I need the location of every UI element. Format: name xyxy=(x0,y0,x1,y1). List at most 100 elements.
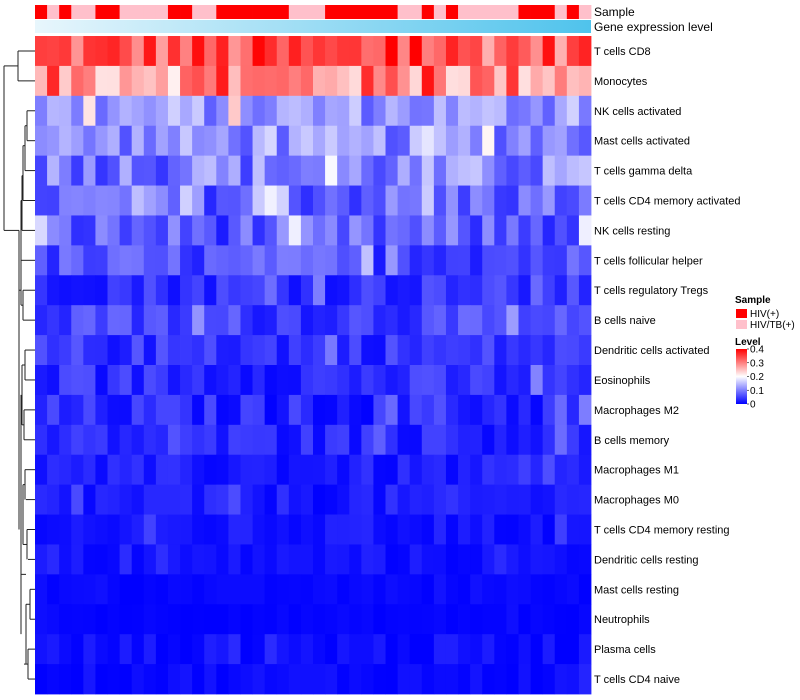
heatmap-cell xyxy=(216,305,229,336)
heatmap-cell xyxy=(35,544,48,575)
heatmap-cell xyxy=(71,155,84,186)
heatmap-cell xyxy=(216,185,229,216)
heatmap-cell xyxy=(300,155,314,186)
heatmap-cell xyxy=(397,514,411,545)
heatmap-cell xyxy=(228,664,241,695)
heatmap-cell xyxy=(373,634,386,665)
heatmap-cell xyxy=(542,604,556,635)
heatmap-cell xyxy=(458,634,471,665)
heatmap-cell xyxy=(119,305,133,336)
sample-annotation-cell xyxy=(71,5,84,19)
sample-annotation-strip xyxy=(35,5,592,19)
heatmap-cell xyxy=(35,305,48,336)
heatmap-cell xyxy=(494,335,507,366)
heatmap-cell xyxy=(470,454,483,486)
heatmap-cell xyxy=(337,365,350,396)
heatmap-cell xyxy=(373,604,386,635)
heatmap-cell xyxy=(361,36,374,67)
heatmap-cell xyxy=(35,574,48,605)
heatmap-cell xyxy=(288,664,302,695)
heatmap-cell xyxy=(71,245,84,276)
heatmap-cell xyxy=(228,95,241,127)
heatmap-cell xyxy=(216,544,229,575)
heatmap-cell xyxy=(47,574,60,605)
sample-annotation-cell xyxy=(397,5,411,19)
heatmap-cell xyxy=(167,245,181,276)
heatmap-cell xyxy=(482,305,495,336)
heatmap-cell xyxy=(180,365,193,396)
heatmap-cell xyxy=(421,275,435,306)
heatmap-cell xyxy=(337,185,350,216)
heatmap-cell xyxy=(252,394,266,426)
heatmap-cell xyxy=(349,95,362,127)
heatmap-cell xyxy=(445,36,459,67)
heatmap-cell xyxy=(155,215,169,246)
heatmap-cell xyxy=(216,335,229,366)
heatmap-cell xyxy=(458,36,471,67)
heatmap-cell xyxy=(252,95,266,127)
heatmap-cell xyxy=(143,305,157,336)
heatmap-cell xyxy=(397,424,411,456)
heatmap-cell xyxy=(107,155,121,186)
heatmap-cell xyxy=(409,454,423,486)
heatmap-cell xyxy=(385,125,399,157)
heatmap-cell xyxy=(542,365,556,396)
heatmap-cell xyxy=(578,604,592,635)
heatmap-cell xyxy=(276,664,290,695)
heatmap-cell xyxy=(252,574,266,605)
heatmap-cell xyxy=(240,574,253,605)
heatmap-cell xyxy=(47,514,60,545)
heatmap-cell xyxy=(107,424,121,456)
heatmap-cell xyxy=(155,365,169,396)
heatmap-cell xyxy=(119,544,133,575)
heatmap-cell xyxy=(167,544,181,575)
heatmap-cell xyxy=(107,275,121,306)
heatmap-cell xyxy=(433,604,447,635)
heatmap-cell xyxy=(240,664,253,695)
heatmap-cell xyxy=(325,65,338,97)
sample-annotation-cell xyxy=(361,5,374,19)
heatmap-cell xyxy=(578,185,592,216)
heatmap-cell xyxy=(228,305,241,336)
heatmap-cell xyxy=(119,604,133,635)
heatmap-cell xyxy=(494,454,507,486)
heatmap-cell xyxy=(385,424,399,456)
heatmap-cell xyxy=(252,155,266,186)
heatmap-cell xyxy=(542,305,556,336)
heatmap-cell xyxy=(494,514,507,545)
heatmap-cell xyxy=(288,454,302,486)
row-dendrogram xyxy=(3,50,35,680)
heatmap-cell xyxy=(566,65,580,97)
heatmap-cell xyxy=(167,215,181,246)
heatmap-cell xyxy=(421,245,435,276)
heatmap-cell xyxy=(71,454,84,486)
heatmap-cell xyxy=(445,215,459,246)
heatmap-cell xyxy=(421,634,435,665)
heatmap-cell xyxy=(385,155,399,186)
heatmap-cell xyxy=(361,305,374,336)
heatmap-cell xyxy=(397,95,411,127)
heatmap-cell xyxy=(59,574,72,605)
heatmap-cell xyxy=(578,125,592,157)
heatmap-cell xyxy=(192,544,205,575)
row-label: Dendritic cells activated xyxy=(594,345,710,357)
heatmap-cell xyxy=(530,574,544,605)
heatmap-cell xyxy=(216,36,229,67)
heatmap-cell xyxy=(566,185,580,216)
heatmap-cell xyxy=(288,275,302,306)
heatmap-cell xyxy=(180,65,193,97)
heatmap-cell xyxy=(119,185,133,216)
heatmap-cell xyxy=(313,65,326,97)
heatmap-cell xyxy=(458,574,471,605)
heatmap-cell xyxy=(71,65,84,97)
heatmap-cell xyxy=(155,604,169,635)
heatmap-cell xyxy=(313,484,326,515)
heatmap-cell xyxy=(155,155,169,186)
heatmap-cell xyxy=(506,365,519,396)
heatmap-cell xyxy=(458,424,471,456)
heatmap-cell xyxy=(554,514,568,545)
heatmap-cell xyxy=(300,365,314,396)
heatmap-cell xyxy=(530,335,544,366)
heatmap-cell xyxy=(421,335,435,366)
heatmap-cell xyxy=(445,155,459,186)
